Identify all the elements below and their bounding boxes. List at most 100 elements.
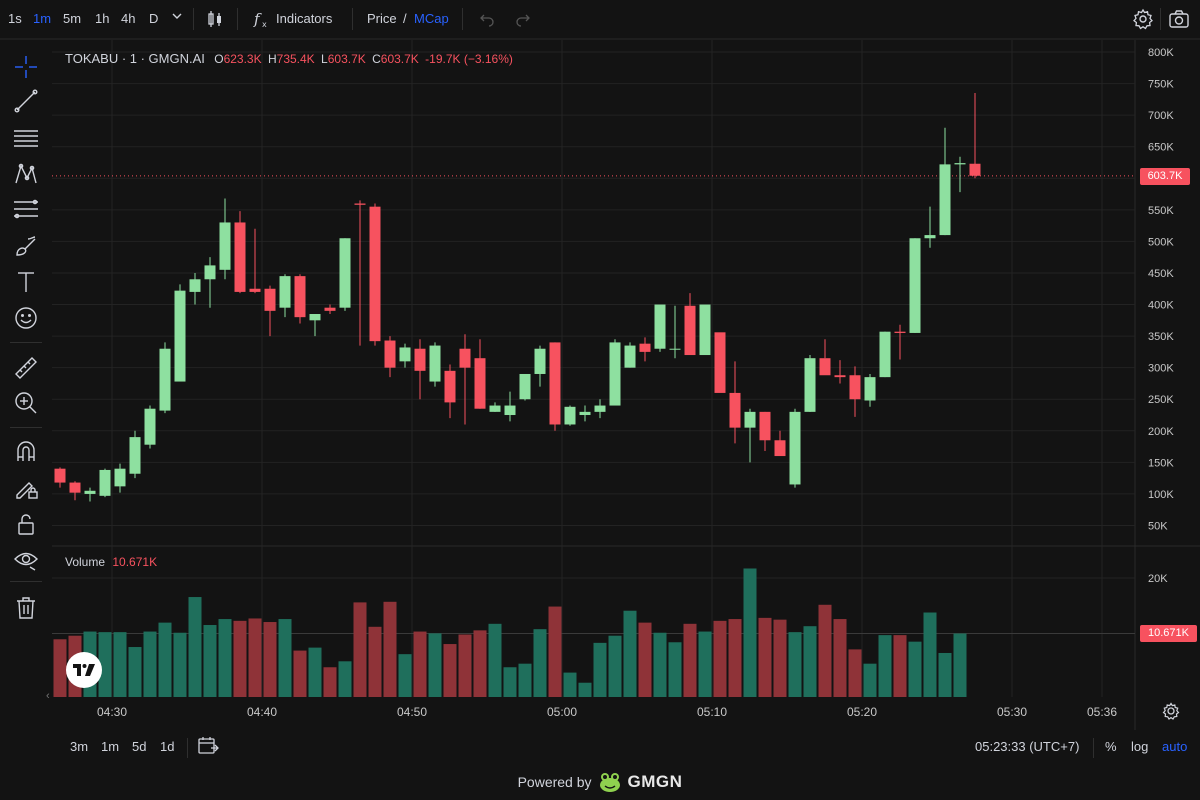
timeframe-4h[interactable]: 4h: [121, 11, 136, 26]
candle-body: [159, 348, 171, 411]
volume-bar: [428, 633, 442, 697]
unlock-icon[interactable]: [12, 510, 40, 538]
powered-by-footer: Powered by GMGN: [0, 768, 1200, 796]
candle-body: [894, 331, 906, 333]
gear-icon[interactable]: [1132, 8, 1154, 30]
volume-bar: [323, 667, 337, 697]
candle-style-icon[interactable]: [205, 9, 225, 29]
candle-body: [774, 440, 786, 457]
redo-icon[interactable]: [514, 10, 532, 28]
text-tool-icon[interactable]: [12, 268, 40, 296]
volume-bar: [128, 647, 142, 697]
volume-bar: [233, 620, 247, 697]
ruler-icon[interactable]: [12, 354, 40, 382]
volume-bar: [623, 610, 637, 697]
candle-body: [294, 276, 306, 318]
price-tick-label: 650K: [1148, 142, 1174, 154]
price-tick-label: 450K: [1148, 268, 1174, 280]
candle-body: [804, 358, 816, 412]
zoom-in-icon[interactable]: [12, 389, 40, 417]
horizontal-lines-icon[interactable]: [12, 124, 40, 152]
price-tick-label: 750K: [1148, 79, 1174, 91]
candle-body: [174, 290, 186, 382]
volume-bar: [293, 650, 307, 697]
axis-labels: 800K750K700K650K600K550K500K450K400K350K…: [97, 47, 1174, 719]
chevron-down-icon[interactable]: [170, 9, 184, 23]
candle-body: [129, 437, 141, 474]
candle-body: [69, 482, 81, 493]
log-toggle[interactable]: log: [1131, 739, 1149, 754]
volume-bar: [308, 647, 322, 697]
candle-body: [504, 405, 516, 416]
price-mcap-slash: /: [403, 11, 407, 26]
timeframe-5m[interactable]: 5m: [63, 11, 82, 26]
price-toggle[interactable]: Price: [367, 11, 397, 26]
volume-label: Volume: [65, 555, 106, 569]
volume-bar: [893, 635, 907, 697]
brush-icon[interactable]: [12, 232, 40, 260]
low-value: 603.7K: [327, 52, 366, 66]
range-3m[interactable]: 3m: [70, 739, 89, 754]
time-tick-label: 04:40: [247, 705, 277, 719]
candle-body: [204, 265, 216, 280]
indicators-button[interactable]: Indicators: [276, 11, 333, 26]
timeframe-1h[interactable]: 1h: [95, 11, 110, 26]
candle-body: [789, 411, 801, 485]
candle-body: [594, 405, 606, 412]
candle-body: [369, 206, 381, 342]
candle-body: [264, 288, 276, 311]
mcap-toggle[interactable]: MCap: [414, 11, 449, 26]
scroll-left-icon[interactable]: ‹: [46, 690, 50, 702]
pattern-icon[interactable]: [12, 160, 40, 188]
emoji-icon[interactable]: [12, 304, 40, 332]
timeframe-1s[interactable]: 1s: [8, 11, 22, 26]
tradingview-logo[interactable]: [66, 652, 102, 688]
clock-timezone[interactable]: 05:23:33 (UTC+7): [975, 739, 1080, 754]
trend-line-icon[interactable]: [12, 87, 40, 115]
change-value: -19.7K (−3.16%): [425, 52, 513, 66]
range-1m[interactable]: 1m: [101, 739, 120, 754]
timeframe-d[interactable]: D: [149, 11, 159, 26]
lock-drawing-icon[interactable]: [12, 474, 40, 502]
candle-body: [354, 203, 366, 205]
percent-toggle[interactable]: %: [1105, 739, 1117, 754]
crosshair-icon[interactable]: [12, 53, 40, 81]
price-tick-label: 300K: [1148, 363, 1174, 375]
range-1d[interactable]: 1d: [160, 739, 175, 754]
drawing-toolbar: [0, 40, 52, 730]
volume-bar: [248, 618, 262, 697]
volume-bar: [503, 667, 517, 697]
fib-retracement-icon[interactable]: [12, 196, 40, 224]
candle-body: [714, 332, 726, 393]
magnet-icon[interactable]: [12, 438, 40, 466]
volume-bar: [338, 661, 352, 697]
volume-bar: [113, 632, 127, 697]
volume-bar: [578, 682, 592, 697]
candle-body: [624, 345, 636, 368]
candle-body: [654, 304, 666, 349]
candle-body: [114, 468, 126, 487]
volume-bar: [698, 631, 712, 697]
volume-bar: [728, 619, 742, 697]
volume-bar: [188, 597, 202, 697]
goto-date-icon[interactable]: [197, 735, 219, 757]
candle-body: [819, 358, 831, 376]
eye-icon[interactable]: [12, 545, 40, 573]
volume-bar: [848, 649, 862, 697]
volume-bar: [908, 641, 922, 697]
time-tick-label: 05:20: [847, 705, 877, 719]
volume-tick-label: 20K: [1148, 573, 1168, 585]
camera-icon[interactable]: [1168, 8, 1190, 30]
range-5d[interactable]: 5d: [132, 739, 147, 754]
undo-icon[interactable]: [478, 10, 496, 28]
reset-chart-icon[interactable]: [1162, 702, 1180, 720]
timeframe-1m[interactable]: 1m: [33, 11, 52, 26]
auto-toggle[interactable]: auto: [1162, 739, 1188, 754]
trash-icon[interactable]: [12, 594, 40, 622]
ohlc-legend: TOKABU · 1 · GMGN.AI O623.3K H735.4K L60…: [65, 51, 513, 66]
time-tick-label: 05:00: [547, 705, 577, 719]
volume-bar: [398, 654, 412, 697]
bottom-toolbar: 3m 1m 5d 1d 05:23:33 (UTC+7) % log auto: [0, 730, 1200, 764]
